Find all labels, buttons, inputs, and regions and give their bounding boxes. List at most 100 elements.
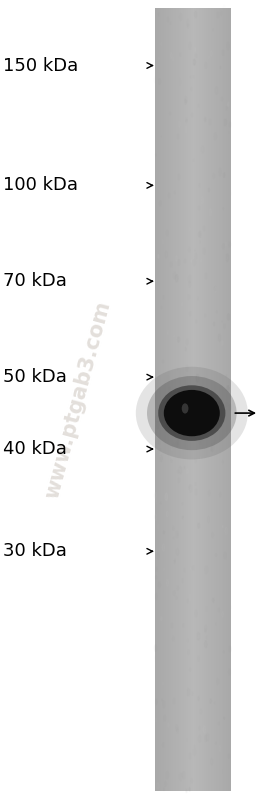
Bar [207,8,208,791]
Circle shape [178,500,179,503]
Circle shape [229,242,231,247]
Circle shape [184,467,185,469]
Circle shape [195,610,197,617]
Bar [204,8,206,791]
Circle shape [185,100,186,105]
Circle shape [178,337,179,342]
Circle shape [157,315,159,320]
Circle shape [213,598,214,602]
Bar [163,8,164,791]
Circle shape [167,723,169,727]
Bar [209,8,210,791]
Circle shape [165,493,168,500]
Circle shape [212,634,214,642]
Circle shape [205,566,207,574]
Circle shape [209,664,210,668]
Bar [172,8,173,791]
Circle shape [221,340,223,346]
Bar [165,8,166,791]
Circle shape [228,386,229,391]
Circle shape [187,689,190,696]
Bar [226,8,227,791]
Circle shape [195,48,196,51]
Bar [214,8,215,791]
Circle shape [183,772,185,779]
Text: www.ptgab3.com: www.ptgab3.com [42,298,115,501]
Circle shape [189,392,192,400]
Circle shape [203,226,205,231]
Bar [200,8,201,791]
Circle shape [158,254,159,258]
Circle shape [184,658,187,665]
Circle shape [206,699,207,703]
Bar [210,8,211,791]
Bar [179,8,180,791]
Bar [158,8,159,791]
Bar [213,8,214,791]
Bar [195,8,196,791]
Circle shape [206,607,207,611]
Bar [157,8,158,791]
Circle shape [191,260,192,262]
Circle shape [193,59,195,66]
Bar [170,8,171,791]
Bar [194,8,195,791]
Bar [181,8,182,791]
Bar [212,8,213,791]
Bar [167,8,168,791]
Bar [215,8,216,791]
Bar [208,8,209,791]
Ellipse shape [158,385,225,441]
Bar [219,8,220,791]
Circle shape [205,117,206,121]
Circle shape [226,254,229,261]
Circle shape [178,479,180,483]
Circle shape [201,260,202,262]
Circle shape [189,788,190,791]
Circle shape [155,514,157,520]
Bar [188,8,189,791]
Circle shape [155,492,157,499]
Circle shape [179,20,180,22]
Bar [182,8,183,791]
Circle shape [195,489,197,495]
Bar [202,8,203,791]
Text: 30 kDa: 30 kDa [3,543,67,560]
Circle shape [214,322,215,325]
Bar [193,8,194,791]
Text: 40 kDa: 40 kDa [3,440,67,458]
Bar [196,8,197,791]
Bar [166,8,167,791]
Circle shape [155,718,157,721]
Circle shape [198,105,199,107]
Circle shape [224,119,227,125]
Circle shape [182,693,183,696]
Ellipse shape [147,376,237,450]
Bar [191,8,192,791]
Bar [203,8,204,791]
Bar [169,8,170,791]
Circle shape [176,275,178,282]
Bar [198,8,199,791]
Circle shape [160,201,161,206]
Bar [162,8,163,791]
Bar [159,8,160,791]
Text: 50 kDa: 50 kDa [3,368,67,386]
Circle shape [218,334,221,341]
Text: 100 kDa: 100 kDa [3,177,78,194]
Circle shape [170,113,171,115]
Bar [201,8,202,791]
Bar [183,8,184,791]
Bar [227,8,228,791]
Bar [186,8,188,791]
Bar [218,8,219,791]
Bar [216,8,217,791]
Bar [223,8,224,791]
Ellipse shape [182,403,188,414]
Bar [180,8,181,791]
Bar [224,8,225,791]
Circle shape [191,88,192,90]
Text: 150 kDa: 150 kDa [3,57,78,74]
Bar [220,8,221,791]
Bar [185,8,186,791]
